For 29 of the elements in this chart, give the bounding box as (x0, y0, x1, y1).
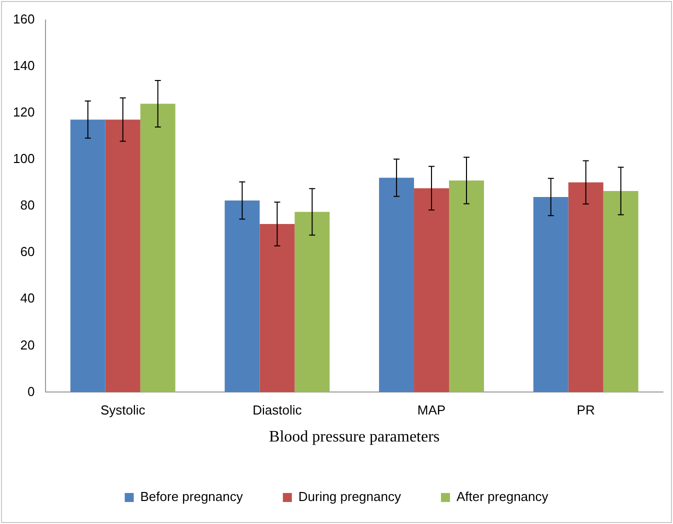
y-tick-label: 140 (12, 58, 35, 74)
y-tick-label: 120 (12, 104, 35, 120)
y-tick-label: 20 (20, 337, 35, 352)
legend-label: After pregnancy (456, 489, 549, 504)
bar (533, 197, 568, 392)
y-tick-label: 160 (12, 12, 35, 27)
bar (603, 190, 638, 392)
bar (224, 200, 260, 392)
y-tick-label: 0 (27, 384, 35, 399)
x-tick-label: Systolic (100, 402, 146, 418)
legend-label: Before pregnancy (140, 489, 244, 504)
y-tick-label: 60 (20, 244, 35, 260)
y-tick-label: 100 (12, 151, 35, 166)
x-tick-label: MAP (417, 402, 446, 418)
y-tick-label: 80 (20, 198, 35, 213)
x-axis-title: Blood pressure parameters (269, 428, 440, 446)
x-tick-label: Diastolic (252, 402, 302, 418)
bar (105, 120, 140, 392)
legend-label: During pregnancy (298, 489, 402, 504)
bar (70, 120, 106, 392)
bar (140, 104, 176, 392)
bar (260, 224, 295, 392)
x-tick-label: PR (576, 402, 595, 418)
bar (414, 188, 449, 392)
bar (449, 180, 484, 392)
y-tick-label: 40 (20, 290, 35, 306)
bar (379, 178, 414, 392)
bar (294, 212, 330, 392)
bar (568, 182, 604, 392)
